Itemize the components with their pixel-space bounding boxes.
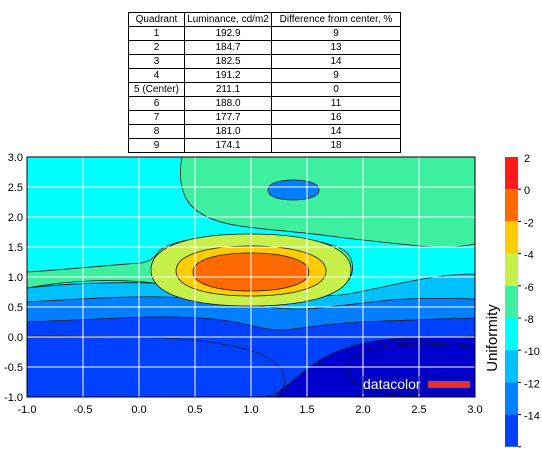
colorbar-tick-label: -2 (524, 217, 534, 229)
table-row: 9 174.1 18 (128, 138, 401, 153)
x-tick-label: 3.0 (467, 404, 482, 416)
cell-difference: 18 (271, 138, 401, 153)
table-row: 7 177.7 16 (128, 110, 401, 125)
grid-lines (27, 157, 475, 397)
plot-frame (26, 156, 476, 398)
table-row: 3 182.5 14 (128, 54, 401, 69)
colorbar-label: Uniformity (484, 304, 501, 372)
colorbar-tick-label: -10 (524, 346, 540, 358)
colorbar-swatch (505, 253, 518, 286)
x-tick-label: 0.5 (187, 404, 202, 416)
luminance-table: Quadrant Luminance, cd/m2 Difference fro… (128, 12, 401, 153)
colorbar-swatch (505, 189, 518, 222)
table-row: 2 184.7 13 (128, 40, 401, 55)
x-tick-label: 1.0 (243, 404, 258, 416)
colorbar-tick-label: -14 (524, 411, 540, 423)
colorbar-swatch (505, 414, 518, 447)
table-row: 5 (Center) 211.1 0 (128, 82, 401, 97)
colorbar-swatch (505, 157, 518, 190)
x-tick-label: -1.0 (18, 404, 37, 416)
x-tick-label: 0.0 (131, 404, 146, 416)
x-tick-label: -0.5 (74, 404, 93, 416)
colorbar-tick-label: -6 (524, 282, 534, 294)
logo-text: datacolor (363, 376, 421, 392)
colorbar-tick-label: 0 (524, 185, 530, 197)
colorbar-tick-label: -12 (524, 378, 540, 390)
y-tick-label: 1.5 (8, 242, 23, 254)
datacolor-logo: datacolor (362, 376, 472, 394)
colorbar-swatch (505, 285, 518, 318)
logo-bar (428, 381, 470, 388)
y-tick-labels: 3.0 2.5 2.0 1.5 1.0 0.5 0.0 -0.5 -1.0 (4, 152, 23, 404)
table-header-row: Quadrant Luminance, cd/m2 Difference fro… (128, 12, 401, 27)
colorbar-swatch (505, 317, 518, 351)
y-tick-label: 0.0 (8, 332, 23, 344)
colorbar-tick-label: 2 (524, 153, 530, 165)
x-tick-label: 2.0 (355, 404, 370, 416)
contour-band-top-dip (267, 179, 320, 201)
y-tick-label: -0.5 (4, 362, 23, 374)
x-tick-label: 2.5 (411, 404, 426, 416)
y-tick-label: -1.0 (4, 392, 23, 404)
x-tick-label: 1.5 (299, 404, 314, 416)
colorbar-swatch (505, 221, 518, 254)
cell-luminance: 174.1 (184, 138, 272, 153)
y-tick-label: 1.0 (8, 272, 23, 284)
y-tick-label: 3.0 (8, 152, 23, 164)
y-tick-label: 2.5 (8, 182, 23, 194)
y-tick-label: 0.5 (8, 302, 23, 314)
colorbar-tick-label: -4 (524, 250, 534, 262)
colorbar-swatch (505, 382, 518, 415)
colorbar-swatch (505, 350, 518, 383)
colorbar-tick-label: -8 (524, 314, 534, 326)
colorbar: 2 0 -2 -4 -6 -8 -10 -12 -14 (505, 153, 540, 448)
y-tick-label: 2.0 (8, 212, 23, 224)
x-tick-labels: -1.0 -0.5 0.0 0.5 1.0 1.5 2.0 2.5 3.0 (18, 404, 483, 416)
